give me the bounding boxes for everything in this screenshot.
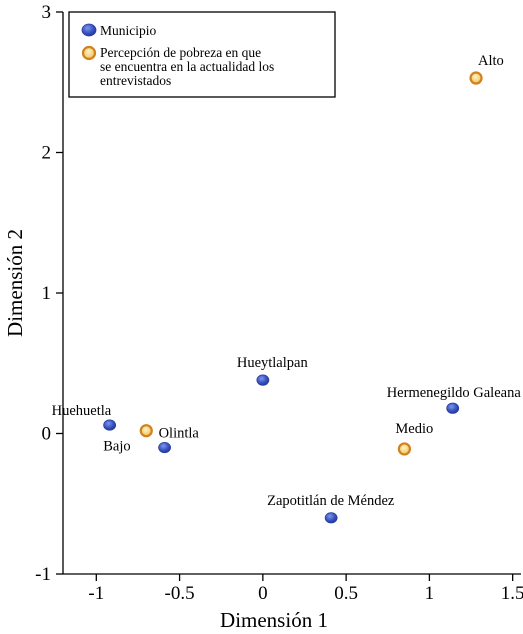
legend-label-percepcion: se encuentra en la actualidad los xyxy=(100,59,274,74)
x-tick-label: -1 xyxy=(88,583,104,604)
x-tick-label: 0 xyxy=(258,583,268,604)
x-tick-label: 1 xyxy=(425,583,435,604)
point-label: Hueytlalpan xyxy=(237,355,309,371)
x-axis-title: Dimensión 1 xyxy=(220,608,328,632)
legend-marker-percepcion xyxy=(81,45,97,61)
point-label: Bajo xyxy=(103,439,130,455)
data-points: Huehuetla Olintla Hueytlalpan Hermenegildo … xyxy=(52,53,522,524)
legend-box xyxy=(68,11,336,98)
point-municipio xyxy=(256,374,270,386)
x-tick-label: 0.5 xyxy=(334,583,358,604)
point-label: Medio xyxy=(395,421,433,437)
y-axis-title: Dimensión 2 xyxy=(3,229,27,337)
point-label: Huehuetla xyxy=(52,403,112,419)
point-municipio xyxy=(158,441,171,454)
point-percepcion xyxy=(139,424,153,438)
y-tick-label: -1 xyxy=(35,564,51,585)
legend-label-percepcion: Percepción de pobreza en que xyxy=(100,45,261,60)
y-tick-label: 2 xyxy=(42,143,52,164)
y-tick-label: 3 xyxy=(42,2,52,23)
point-municipio xyxy=(446,402,460,414)
x-tick-label: -0.5 xyxy=(165,583,195,604)
point-label: Olintla xyxy=(159,426,200,442)
point-label: Hermenegildo Galeana xyxy=(387,385,522,401)
point-percepcion xyxy=(397,442,412,456)
point-municipio xyxy=(103,419,117,431)
legend-label-percepcion: entrevistados xyxy=(100,73,171,88)
point-percepcion xyxy=(469,71,483,85)
y-tick-label: 0 xyxy=(42,424,52,445)
x-tick-label: 1.5 xyxy=(501,583,523,604)
axes: -1 0 1 2 3 -1 -0.5 0 0.5 1 1.5 Dimensión 1 Dimensión… xyxy=(3,2,523,632)
legend-marker-municipio xyxy=(81,23,97,37)
point-label: Zapotitlán de Méndez xyxy=(267,493,395,509)
point-municipio xyxy=(324,512,338,524)
legend-label-municipio: Municipio xyxy=(100,23,156,38)
legend: Municipio Percepción de pobreza en quese … xyxy=(68,11,336,98)
point-label: Alto xyxy=(478,53,504,69)
y-tick-label: 1 xyxy=(42,283,52,304)
